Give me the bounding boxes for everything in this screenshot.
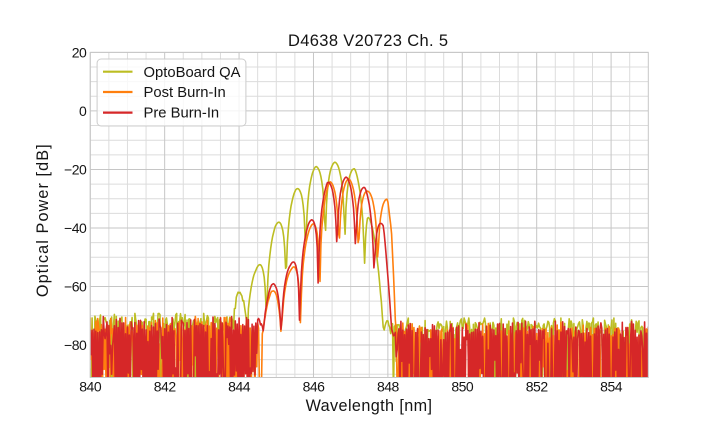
svg-text:846: 846 [303, 378, 326, 394]
svg-text:Post Burn-In: Post Burn-In [144, 85, 226, 101]
svg-text:−20: −20 [64, 162, 87, 178]
svg-text:852: 852 [526, 378, 549, 394]
svg-text:20: 20 [72, 45, 87, 61]
svg-text:840: 840 [79, 378, 102, 394]
svg-text:−60: −60 [64, 279, 87, 295]
svg-text:850: 850 [451, 378, 474, 394]
svg-text:0: 0 [79, 103, 87, 119]
svg-text:Wavelength [nm]: Wavelength [nm] [306, 397, 433, 415]
svg-text:842: 842 [154, 378, 177, 394]
svg-text:Pre Burn-In: Pre Burn-In [144, 106, 220, 122]
svg-text:OptoBoard QA: OptoBoard QA [144, 65, 241, 81]
svg-text:−40: −40 [64, 220, 87, 236]
svg-text:Optical Power [dB]: Optical Power [dB] [34, 143, 52, 297]
svg-text:D4638 V20723 Ch. 5: D4638 V20723 Ch. 5 [288, 32, 448, 50]
svg-text:854: 854 [600, 378, 623, 394]
svg-text:848: 848 [377, 378, 400, 394]
svg-text:844: 844 [228, 378, 251, 394]
svg-text:−80: −80 [64, 337, 87, 353]
